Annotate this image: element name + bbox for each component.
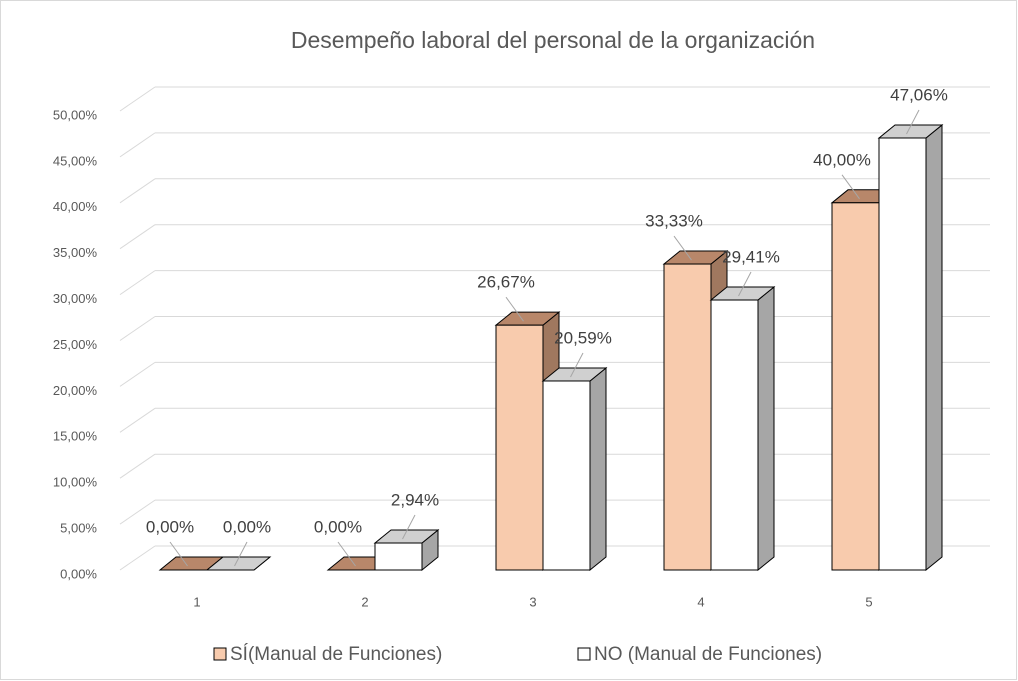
legend-swatch <box>577 647 591 661</box>
grid-line-side <box>119 545 156 571</box>
data-label: 47,06% <box>890 85 948 104</box>
grid-line-side <box>119 453 156 479</box>
bar <box>709 285 776 572</box>
grid-line-side <box>119 86 156 112</box>
bar <box>373 528 440 572</box>
data-label: 0,00% <box>314 517 362 536</box>
chart-title: Desempeño laboral del personal de la org… <box>291 27 815 53</box>
leader-line <box>570 352 584 378</box>
y-tick-label: 20,00% <box>53 383 98 398</box>
data-label: 0,00% <box>146 517 194 536</box>
data-label: 33,33% <box>645 212 703 231</box>
bar-front <box>663 263 712 571</box>
grid-line-side <box>119 224 156 250</box>
bar <box>877 123 944 572</box>
leader-line <box>906 109 920 135</box>
data-label: 2,94% <box>391 490 439 509</box>
data-label: 26,67% <box>477 273 535 292</box>
leader-line <box>169 541 188 567</box>
y-tick-label: 5,00% <box>60 521 97 536</box>
y-tick-label: 15,00% <box>53 429 98 444</box>
x-tick-label: 4 <box>697 594 704 609</box>
grid-line-side <box>119 361 156 387</box>
x-tick-label: 5 <box>865 594 872 609</box>
bar <box>205 556 272 571</box>
data-label: 20,59% <box>554 328 612 347</box>
grid-line-side <box>119 178 156 204</box>
bar-side <box>925 123 943 572</box>
data-label: 29,41% <box>722 248 780 267</box>
leader-line <box>505 296 524 322</box>
leader-line <box>738 271 752 297</box>
y-tick-label: 0,00% <box>60 566 97 581</box>
bar-front <box>542 380 591 571</box>
y-tick-label: 40,00% <box>53 199 98 214</box>
bar <box>541 366 608 572</box>
leader-line <box>402 514 416 540</box>
y-tick-label: 25,00% <box>53 337 98 352</box>
legend-label: SÍ(Manual de Funciones) <box>230 644 442 665</box>
bar-front <box>710 299 759 571</box>
bar-top <box>205 556 272 571</box>
grid-line-side <box>119 316 156 341</box>
bar-side <box>757 285 775 572</box>
y-tick-label: 35,00% <box>53 245 98 260</box>
grid-line-side <box>119 270 156 296</box>
leader-line <box>673 235 692 261</box>
leader-line <box>841 174 860 200</box>
bar-side <box>589 366 607 572</box>
legend-label: NO (Manual de Funciones) <box>594 644 822 665</box>
grid-line-side <box>119 407 156 433</box>
grid-line-side <box>119 499 156 525</box>
data-label: 0,00% <box>223 517 271 536</box>
x-tick-label: 2 <box>361 594 368 609</box>
x-tick-label: 1 <box>193 594 200 609</box>
bar-front <box>878 137 927 571</box>
y-tick-label: 50,00% <box>53 107 98 122</box>
data-label: 40,00% <box>813 150 871 169</box>
legend-swatch <box>213 647 227 661</box>
x-tick-label: 3 <box>529 594 536 609</box>
leader-line <box>337 541 356 567</box>
bar-front <box>831 202 880 571</box>
bar-front <box>495 324 544 571</box>
grid-line-side <box>119 132 156 158</box>
leader-line <box>234 541 248 567</box>
y-tick-label: 30,00% <box>53 291 98 306</box>
y-tick-label: 45,00% <box>53 153 98 168</box>
bar-front <box>374 542 423 571</box>
y-tick-label: 10,00% <box>53 475 98 490</box>
